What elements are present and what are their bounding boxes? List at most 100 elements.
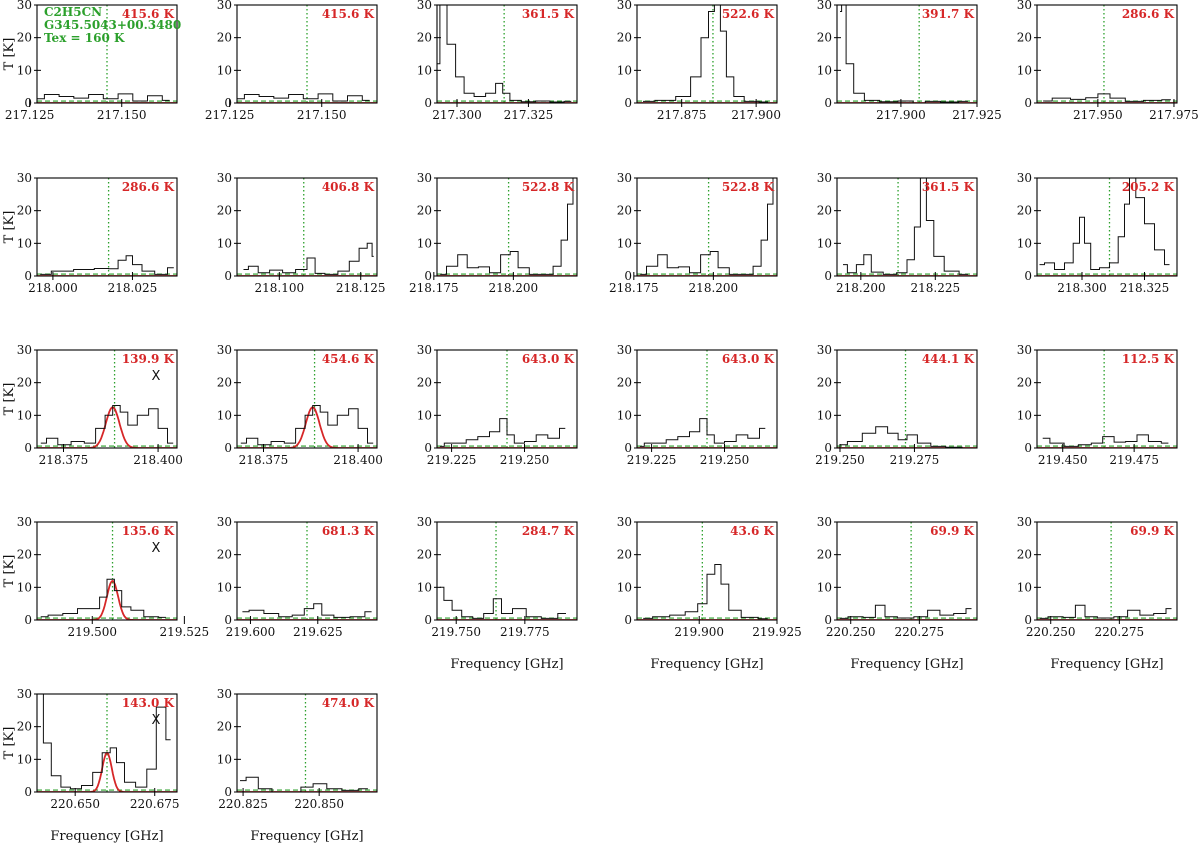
spectrum-panel: 0 10 20 30 220.250 220.275 Frequency [GHz] 69.9…: [817, 515, 978, 672]
y-tick-label: 20: [617, 376, 632, 390]
observed-spectrum: [643, 564, 768, 620]
y-tick-label: 10: [217, 580, 232, 594]
panel-frame: [636, 521, 778, 621]
x-tick-label: 219.775: [500, 625, 550, 639]
panel-temperature-label: 69.9 K: [930, 524, 974, 538]
observed-spectrum: [840, 5, 968, 103]
y-tick-label: 30: [217, 343, 232, 357]
y-tick-label: 0: [1024, 441, 1032, 455]
panel-temperature-label: 522.8 K: [522, 180, 575, 194]
panel-temperature-label: 361.5 K: [522, 7, 575, 21]
observed-spectrum: [640, 178, 776, 275]
y-tick-label: 20: [17, 720, 32, 734]
y-tick-label: 0: [824, 269, 832, 283]
spectrum-panel: 0 10 20 30 218.000 218.025 T [K] 286.6 K: [2, 171, 178, 295]
panel-temperature-label: 681.3 K: [322, 524, 375, 538]
blend-flag-label: X: [152, 541, 161, 556]
y-tick-label: 30: [417, 515, 432, 529]
x-tick-label: 219.275: [890, 453, 940, 467]
y-tick-label: 0: [624, 441, 632, 455]
y-tick-label: 10: [617, 580, 632, 594]
x-tick-label: 217.300: [432, 108, 482, 122]
x-tick-label: 218.175: [609, 281, 659, 295]
observed-spectrum: [240, 776, 368, 792]
y-tick-label: 10: [417, 580, 432, 594]
y-tick-label: 30: [417, 171, 432, 185]
spectrum-panel: 0 10 20 30 217.900 217.925 391.7 K: [817, 0, 1002, 122]
y-tick-label: 30: [17, 171, 32, 185]
x-tick-label: 218.100: [255, 281, 305, 295]
y-tick-label: 10: [1017, 236, 1032, 250]
y-tick-label: 10: [217, 63, 232, 77]
panel-frame: [636, 4, 778, 104]
spectrum-panel: 0 10 20 30 220.650 220.675 T [K] Frequency [GHz…: [2, 687, 180, 844]
x-tick-label: 219.250: [500, 453, 550, 467]
observed-spectrum: [1039, 604, 1172, 619]
x-tick-label: 219.900: [674, 625, 724, 639]
panel-temperature-label: 415.6 K: [122, 7, 175, 21]
panel-frame: [1036, 4, 1178, 104]
panel-frame: [836, 177, 978, 277]
y-tick-label: 10: [417, 408, 432, 422]
panel-frame: [236, 177, 378, 277]
x-tick-label: 217.975: [1149, 108, 1199, 122]
y-tick-label: 0: [1024, 613, 1032, 627]
model-curve: [37, 406, 177, 448]
blend-flag-label: X: [152, 369, 161, 384]
y-tick-label: 10: [1017, 580, 1032, 594]
y-tick-label: 30: [17, 0, 32, 12]
panel-frame: [636, 349, 778, 449]
y-tick-label: 30: [1017, 343, 1032, 357]
x-tick-label: 217.950: [1073, 108, 1123, 122]
spectrum-panel: 0 10 20 30 219.600 219.625 681.3 K: [217, 515, 378, 639]
source-label: G345.5043+00.3480: [44, 18, 181, 32]
x-tick-label: 218.300: [1057, 281, 1107, 295]
panel-frame: [236, 349, 378, 449]
y-tick-label: 0: [624, 269, 632, 283]
spectrum-panel: 0 10 20 30 218.300 218.325 205.2 K: [1017, 171, 1178, 295]
observed-spectrum: [240, 405, 374, 446]
y-tick-label: 20: [417, 204, 432, 218]
y-tick-label: 0: [224, 613, 232, 627]
molecule-label: C2H5CN: [44, 5, 102, 19]
spectrum-panel: 0 10 20 30 217.300 217.325 361.5 K: [417, 0, 578, 122]
y-tick-label: 0: [424, 441, 432, 455]
x-tick-label: 218.200: [836, 281, 886, 295]
spectrum-panel: 0 10 20 30 218.175 218.200 522.8 K: [609, 171, 778, 295]
y-tick-label: 20: [417, 31, 432, 45]
y-tick-label: 30: [217, 515, 232, 529]
y-tick-label: 0: [24, 269, 32, 283]
y-tick-label: 10: [417, 236, 432, 250]
observed-spectrum: [40, 405, 174, 446]
panel-frame: [1036, 177, 1178, 277]
legend-block: C2H5CN G345.5043+00.3480 Tex = 160 K: [44, 5, 181, 45]
observed-spectrum: [40, 255, 174, 275]
x-axis-title: Frequency [GHz]: [850, 657, 963, 672]
y-tick-label: 30: [17, 515, 32, 529]
y-tick-label: 30: [417, 343, 432, 357]
x-axis-title: Frequency [GHz]: [650, 657, 763, 672]
panel-temperature-label: 643.0 K: [722, 352, 775, 366]
x-tick-label: 217.900: [731, 108, 781, 122]
y-tick-label: 30: [817, 171, 832, 185]
y-tick-label: 10: [617, 408, 632, 422]
y-tick-label: 20: [617, 548, 632, 562]
observed-spectrum: [40, 694, 171, 790]
y-tick-label: 20: [817, 31, 832, 45]
y-tick-label: 30: [817, 515, 832, 529]
x-tick-label: 220.650: [50, 797, 100, 811]
y-tick-label: 30: [217, 171, 232, 185]
x-tick-label: 220.275: [895, 625, 945, 639]
y-axis-title: T [K]: [2, 211, 17, 244]
tex-label: Tex = 160 K: [44, 31, 125, 45]
spectrum-panel: 0 10 20 30 219.500 219.525 T [K] 135.6 K X: [2, 515, 209, 639]
x-axis-title: Frequency [GHz]: [50, 829, 163, 844]
x-tick-label: 218.400: [333, 453, 383, 467]
x-tick-label: 217.150: [97, 108, 147, 122]
x-tick-label: 217.150: [297, 108, 347, 122]
observed-spectrum: [243, 242, 374, 275]
x-axis-title: Frequency [GHz]: [1050, 657, 1163, 672]
x-tick-label: 218.400: [133, 453, 183, 467]
